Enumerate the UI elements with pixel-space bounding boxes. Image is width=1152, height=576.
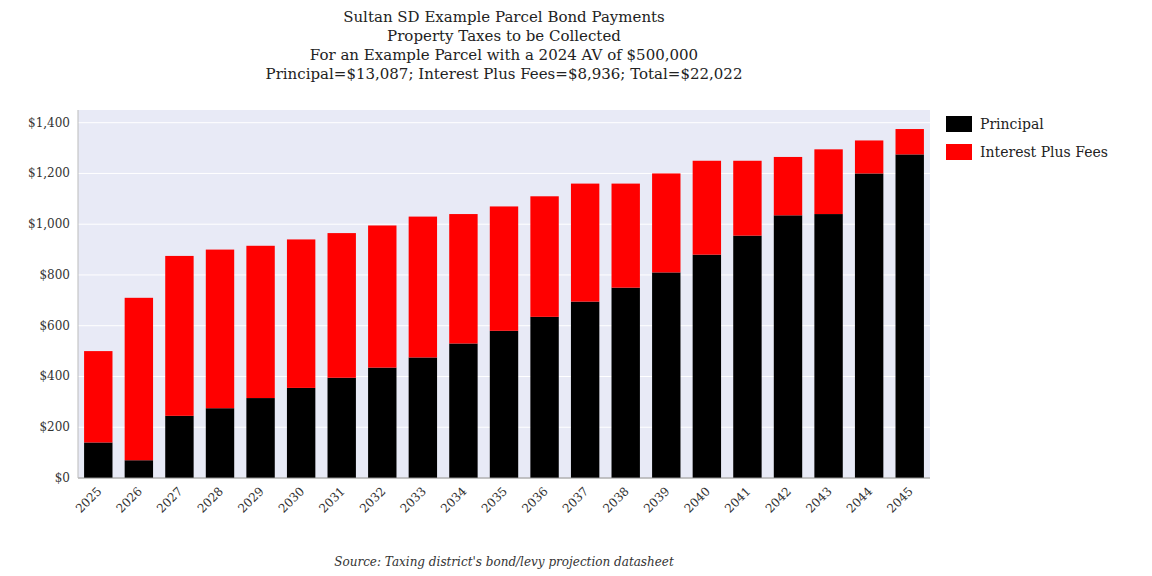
bar <box>287 388 315 478</box>
x-tick-label: 2037 <box>560 484 591 515</box>
bars <box>84 129 924 478</box>
x-tick-label: 2028 <box>195 484 226 515</box>
bar <box>612 184 640 288</box>
x-tick-label: 2039 <box>641 484 672 515</box>
x-tick-label: 2038 <box>600 484 631 515</box>
y-tick-label: $1,400 <box>28 116 70 130</box>
bar <box>733 161 761 236</box>
bar <box>125 460 153 478</box>
bar <box>855 173 883 478</box>
bar <box>409 217 437 358</box>
bar <box>165 416 193 478</box>
x-tick-label: 2029 <box>235 484 266 515</box>
x-tick-label: 2034 <box>438 484 470 516</box>
bar <box>449 343 477 478</box>
legend-entry: Interest Plus Fees <box>980 144 1108 160</box>
x-tick-label: 2032 <box>357 484 388 515</box>
bar <box>328 378 356 478</box>
title: For an Example Parcel with a 2024 AV of … <box>310 46 698 64</box>
x-tick-label: 2030 <box>276 484 307 515</box>
x-tick-label: 2033 <box>397 484 428 515</box>
grid-line <box>78 478 930 479</box>
y-tick-label: $1,200 <box>28 166 70 180</box>
y-tick-label: $200 <box>39 420 70 434</box>
bar <box>814 214 842 478</box>
legend-swatch <box>946 116 972 132</box>
bar <box>855 140 883 173</box>
bar <box>206 408 234 478</box>
bar <box>733 236 761 478</box>
title: Principal=$13,087; Interest Plus Fees=$8… <box>266 65 743 83</box>
source-note: Source: Taxing district's bond/levy proj… <box>334 555 674 569</box>
bar <box>328 233 356 378</box>
bar <box>449 214 477 343</box>
bar <box>896 154 924 478</box>
bar <box>125 298 153 460</box>
bar <box>652 173 680 272</box>
x-tick-label: 2045 <box>884 484 915 515</box>
x-tick-label: 2041 <box>722 484 753 515</box>
x-tick-label: 2026 <box>113 484 144 515</box>
bar <box>774 215 802 478</box>
plot-area <box>78 110 930 478</box>
bar <box>84 351 112 442</box>
title: Sultan SD Example Parcel Bond Payments <box>343 8 665 26</box>
x-tick-label: 2035 <box>479 484 510 515</box>
bar <box>165 256 193 416</box>
bar <box>84 442 112 478</box>
bar <box>246 246 274 398</box>
bar <box>490 206 518 330</box>
y-tick-label: $400 <box>39 369 70 383</box>
x-tick-label: 2043 <box>803 484 834 515</box>
bar <box>368 368 396 478</box>
bar <box>206 250 234 409</box>
x-tick-label: 2025 <box>73 484 104 515</box>
bar <box>490 331 518 478</box>
x-tick-label: 2027 <box>154 484 185 515</box>
bar <box>612 288 640 478</box>
legend-entry: Principal <box>980 116 1044 132</box>
y-tick-label: $800 <box>39 268 70 282</box>
x-axis-line <box>78 478 930 479</box>
y-tick-label: $600 <box>39 319 70 333</box>
y-tick-label: $1,000 <box>28 217 70 231</box>
x-tick-label: 2036 <box>519 484 550 515</box>
bar <box>571 302 599 478</box>
bar <box>571 184 599 302</box>
y-tick-label: $0 <box>55 471 70 485</box>
x-tick-label: 2044 <box>844 484 876 516</box>
chart: Sultan SD Example Parcel Bond PaymentsPr… <box>0 0 1152 576</box>
bar <box>814 149 842 214</box>
x-tick-label: 2040 <box>681 484 712 515</box>
bar <box>287 239 315 387</box>
x-tick-label: 2042 <box>763 484 794 515</box>
bar <box>530 317 558 478</box>
title: Property Taxes to be Collected <box>387 27 621 45</box>
bar <box>774 157 802 215</box>
bar <box>693 161 721 255</box>
legend-swatch <box>946 144 972 160</box>
bar <box>246 398 274 478</box>
bar <box>652 272 680 478</box>
y-axis-line <box>78 110 79 478</box>
bar <box>693 255 721 478</box>
bar <box>409 357 437 478</box>
bar <box>896 129 924 154</box>
bar <box>368 225 396 367</box>
x-tick-label: 2031 <box>316 484 347 515</box>
grid-line <box>78 122 930 123</box>
bar <box>530 196 558 317</box>
